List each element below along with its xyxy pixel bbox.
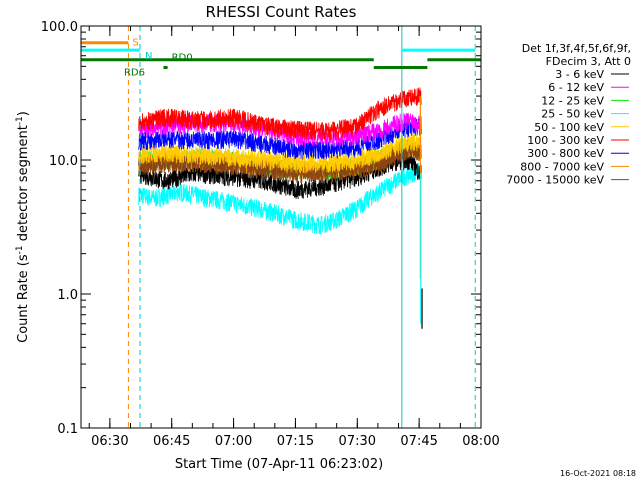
x-axis-label: Start Time (07-Apr-11 06:23:02) (175, 457, 383, 472)
y-tick-label: 100.0 (41, 20, 78, 35)
status-label-s: S (132, 38, 138, 49)
x-tick-label: 07:15 (277, 434, 314, 449)
y-axis: 0.1 1.0 10.0 100.0 (41, 20, 481, 437)
timestamp: 16-Oct-2021 08:18 (560, 469, 636, 478)
legend-label-12-25-kev: 12 - 25 keV (541, 94, 604, 107)
series-layer (138, 87, 423, 329)
x-tick-label: 07:45 (400, 434, 437, 449)
status-label-n: N (145, 51, 152, 62)
legend-label-3-6-kev: 3 - 6 keV (555, 68, 604, 81)
chart-title: RHESSI Count Rates (206, 3, 357, 21)
x-tick-label: 07:00 (215, 434, 252, 449)
status-label-rd0: RD0 (172, 53, 193, 64)
x-tick-label: 06:45 (153, 434, 190, 449)
x-tick-label: 06:30 (91, 434, 128, 449)
legend-label-7000-15000-kev: 7000 - 15000 keV (506, 174, 604, 187)
legend-label-50-100-kev: 50 - 100 keV (534, 121, 604, 134)
y-axis-label-mid: detector segment (16, 125, 31, 245)
y-axis-label-end: ) (16, 111, 31, 116)
status-label-rd6: RD6 (124, 68, 145, 79)
legend-label-800-7000-kev: 800 - 7000 keV (520, 160, 604, 173)
y-axis-label-sup2: -1 (15, 116, 25, 125)
legend-label-25-50-kev: 25 - 50 keV (541, 108, 604, 121)
x-axis: 06:30 06:45 07:00 07:15 07:30 07:45 08:00 (88, 26, 500, 449)
y-tick-label: 0.1 (57, 422, 78, 437)
legend-header-line-2: FDecim 3, Att 0 (546, 55, 631, 68)
series-100-300-kev (138, 87, 422, 141)
legend-label-100-300-kev: 100 - 300 keV (527, 134, 604, 147)
status-bars: SN RD0 RD6 (81, 38, 481, 79)
series-50-100-kev (138, 131, 422, 174)
legend: Det 1f,3f,4f,5f,6f,9f, FDecim 3, Att 0 3… (506, 42, 631, 187)
x-tick-label: 08:00 (462, 434, 499, 449)
legend-label-6-12-kev: 6 - 12 keV (548, 81, 604, 94)
y-axis-label-main: Count Rate (s (16, 254, 31, 343)
y-tick-label: 10.0 (49, 154, 78, 169)
series-300-800-kev (138, 117, 422, 160)
y-axis-label: Count Rate (s-1 detector segment-1) (15, 111, 31, 343)
y-axis-label-sup1: -1 (15, 245, 25, 254)
vertical-lines (127, 26, 476, 428)
legend-header-line-1: Det 1f,3f,4f,5f,6f,9f, (522, 42, 631, 55)
plot-frame (80, 25, 482, 429)
series-25-50-kev (138, 162, 422, 235)
y-tick-label: 1.0 (57, 288, 78, 303)
x-tick-label: 07:30 (339, 434, 376, 449)
legend-label-300-800-kev: 300 - 800 keV (527, 147, 604, 160)
